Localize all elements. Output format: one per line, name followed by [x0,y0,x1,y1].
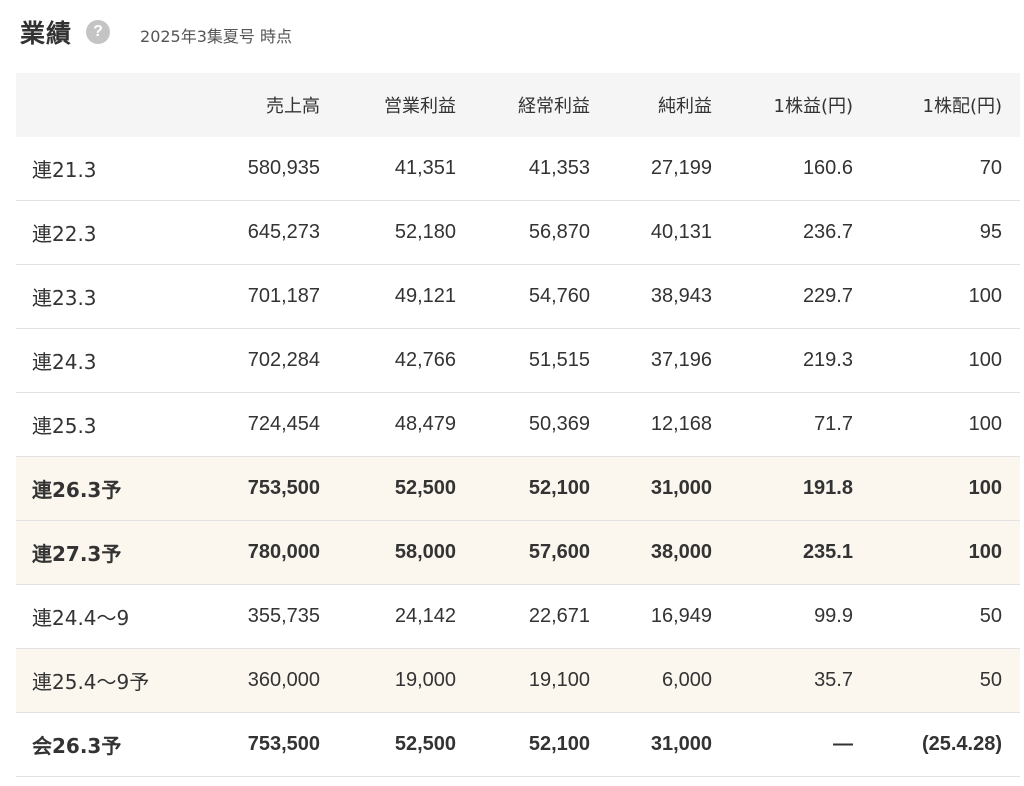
table-row: 連21.3 580,935 41,351 41,353 27,199 160.6… [16,137,1020,201]
dps-cell: 70 [871,137,1020,201]
net-profit-cell: 38,000 [608,520,730,585]
column-header-net-profit: 純利益 [608,73,730,137]
eps-cell: 99.9 [730,584,871,649]
table-row-half-year: 連24.4〜9 355,735 24,142 22,671 16,949 99.… [16,584,1020,649]
ordinary-profit-cell: 57,600 [474,520,608,585]
period-cell: 連26.3予 [16,456,202,521]
period-cell: 会26.3予 [16,712,202,777]
ordinary-profit-cell: 19,100 [474,648,608,713]
ordinary-profit-cell: 51,515 [474,328,608,393]
net-profit-cell: 37,196 [608,328,730,393]
column-header-period [16,73,202,137]
dps-cell: 100 [871,456,1020,521]
operating-profit-cell: 24,142 [338,584,474,649]
eps-cell: 191.8 [730,456,871,521]
section-header: 業績 ? 2025年3集夏号 時点 [20,12,292,52]
sales-cell: 724,454 [202,392,338,457]
net-profit-cell: 31,000 [608,712,730,777]
as-of-label: 2025年3集夏号 時点 [140,27,293,46]
column-header-operating-profit: 営業利益 [338,73,474,137]
sales-cell: 701,187 [202,264,338,329]
sales-cell: 360,000 [202,648,338,713]
ordinary-profit-cell: 52,100 [474,712,608,777]
net-profit-cell: 27,199 [608,137,730,201]
dps-cell: 50 [871,648,1020,713]
sales-cell: 702,284 [202,328,338,393]
column-header-dps: 1株配(円) [871,73,1020,137]
table-row-half-year-forecast: 連25.4〜9予 360,000 19,000 19,100 6,000 35.… [16,648,1020,713]
net-profit-cell: 6,000 [608,648,730,713]
section-title: 業績 [20,19,73,48]
eps-cell: 71.7 [730,392,871,457]
eps-cell: 160.6 [730,137,871,201]
operating-profit-cell: 41,351 [338,137,474,201]
period-cell: 連22.3 [16,200,202,265]
period-cell: 連25.4〜9予 [16,648,202,713]
net-profit-cell: 31,000 [608,456,730,521]
operating-profit-cell: 48,479 [338,392,474,457]
sales-cell: 645,273 [202,200,338,265]
operating-profit-cell: 49,121 [338,264,474,329]
sales-cell: 753,500 [202,712,338,777]
net-profit-cell: 38,943 [608,264,730,329]
ordinary-profit-cell: 41,353 [474,137,608,201]
eps-cell: 35.7 [730,648,871,713]
operating-profit-cell: 19,000 [338,648,474,713]
dps-cell: 100 [871,392,1020,457]
ordinary-profit-cell: 52,100 [474,456,608,521]
period-cell: 連21.3 [16,137,202,201]
table-row-forecast: 連26.3予 753,500 52,500 52,100 31,000 191.… [16,456,1020,521]
table-row: 連24.3 702,284 42,766 51,515 37,196 219.3… [16,328,1020,393]
ordinary-profit-cell: 22,671 [474,584,608,649]
operating-profit-cell: 52,500 [338,456,474,521]
dps-cell: (25.4.28) [871,712,1020,777]
period-cell: 連24.3 [16,328,202,393]
eps-cell: — [730,712,871,777]
operating-profit-cell: 52,500 [338,712,474,777]
dps-cell: 100 [871,264,1020,329]
sales-cell: 780,000 [202,520,338,585]
dps-cell: 100 [871,328,1020,393]
table-header-row: 売上高 営業利益 経常利益 純利益 1株益(円) 1株配(円) [16,73,1020,137]
sales-cell: 753,500 [202,456,338,521]
sales-cell: 580,935 [202,137,338,201]
ordinary-profit-cell: 54,760 [474,264,608,329]
sales-cell: 355,735 [202,584,338,649]
period-cell: 連23.3 [16,264,202,329]
operating-profit-cell: 42,766 [338,328,474,393]
column-header-ordinary-profit: 経常利益 [474,73,608,137]
eps-cell: 229.7 [730,264,871,329]
column-header-eps: 1株益(円) [730,73,871,137]
period-cell: 連27.3予 [16,520,202,585]
ordinary-profit-cell: 56,870 [474,200,608,265]
operating-profit-cell: 52,180 [338,200,474,265]
ordinary-profit-cell: 50,369 [474,392,608,457]
eps-cell: 235.1 [730,520,871,585]
table-row: 連22.3 645,273 52,180 56,870 40,131 236.7… [16,200,1020,265]
net-profit-cell: 16,949 [608,584,730,649]
help-icon[interactable]: ? [86,20,111,44]
table-row: 連25.3 724,454 48,479 50,369 12,168 71.7 … [16,392,1020,457]
eps-cell: 219.3 [730,328,871,393]
dps-cell: 50 [871,584,1020,649]
table-row-forecast: 連27.3予 780,000 58,000 57,600 38,000 235.… [16,520,1020,585]
net-profit-cell: 40,131 [608,200,730,265]
table-row: 連23.3 701,187 49,121 54,760 38,943 229.7… [16,264,1020,329]
eps-cell: 236.7 [730,200,871,265]
period-cell: 連25.3 [16,392,202,457]
net-profit-cell: 12,168 [608,392,730,457]
table-row-company-forecast: 会26.3予 753,500 52,500 52,100 31,000 — (2… [16,712,1020,777]
dps-cell: 100 [871,520,1020,585]
earnings-table: 売上高 営業利益 経常利益 純利益 1株益(円) 1株配(円) 連21.3 58… [16,73,1020,777]
period-cell: 連24.4〜9 [16,584,202,649]
column-header-sales: 売上高 [202,73,338,137]
operating-profit-cell: 58,000 [338,520,474,585]
dps-cell: 95 [871,200,1020,265]
